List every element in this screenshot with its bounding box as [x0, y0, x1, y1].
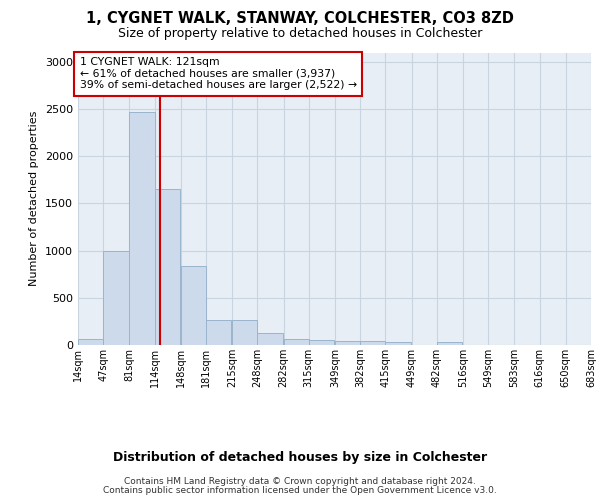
Bar — [335, 341, 360, 345]
Bar — [437, 342, 462, 345]
Text: Contains HM Land Registry data © Crown copyright and database right 2024.: Contains HM Land Registry data © Crown c… — [124, 477, 476, 486]
Bar — [360, 341, 385, 345]
Text: 1 CYGNET WALK: 121sqm
← 61% of detached houses are smaller (3,937)
39% of semi-d: 1 CYGNET WALK: 121sqm ← 61% of detached … — [80, 57, 356, 90]
Text: Contains public sector information licensed under the Open Government Licence v3: Contains public sector information licen… — [103, 486, 497, 495]
Text: Distribution of detached houses by size in Colchester: Distribution of detached houses by size … — [113, 451, 487, 464]
Bar — [181, 266, 206, 345]
Bar — [284, 340, 309, 345]
Bar — [232, 320, 257, 345]
Bar — [130, 112, 155, 345]
Y-axis label: Number of detached properties: Number of detached properties — [29, 111, 40, 286]
Bar — [78, 340, 103, 345]
Bar — [155, 190, 180, 345]
Bar — [103, 250, 128, 345]
Bar — [257, 332, 283, 345]
Text: Size of property relative to detached houses in Colchester: Size of property relative to detached ho… — [118, 28, 482, 40]
Text: 1, CYGNET WALK, STANWAY, COLCHESTER, CO3 8ZD: 1, CYGNET WALK, STANWAY, COLCHESTER, CO3… — [86, 11, 514, 26]
Bar — [385, 342, 411, 345]
Bar — [309, 340, 334, 345]
Bar — [206, 320, 232, 345]
